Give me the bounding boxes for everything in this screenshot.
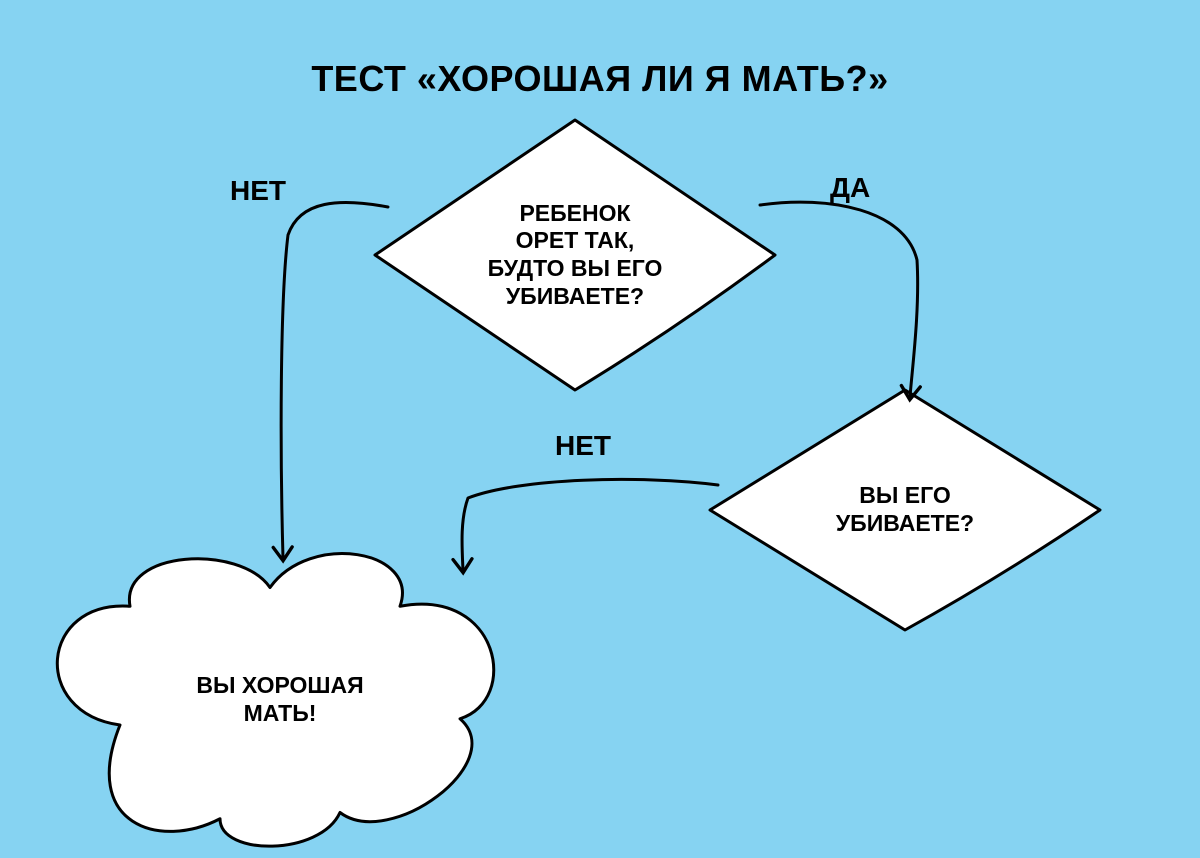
- edge-q1-result: [281, 202, 388, 558]
- flowchart-canvas: ТЕСТ «ХОРОШАЯ ЛИ Я МАТЬ?» РЕБЕНОК ОРЕТ Т…: [0, 0, 1200, 858]
- edge-label-q2-result: НЕТ: [555, 430, 611, 462]
- flowchart-title: ТЕСТ «ХОРОШАЯ ЛИ Я МАТЬ?»: [0, 58, 1200, 100]
- edge-label-q1-q2: ДА: [830, 172, 870, 204]
- node-label-q2: ВЫ ЕГО УБИВАЕТЕ?: [749, 482, 1061, 537]
- flowchart-svg: [0, 0, 1200, 858]
- edge-q2-result: [462, 479, 718, 570]
- edge-label-q1-result: НЕТ: [230, 175, 286, 207]
- node-label-result: ВЫ ХОРОШАЯ МАТЬ!: [120, 672, 440, 727]
- edge-q1-q2: [760, 202, 918, 397]
- node-label-q1: РЕБЕНОК ОРЕТ ТАК, БУДТО ВЫ ЕГО УБИВАЕТЕ?: [415, 200, 735, 310]
